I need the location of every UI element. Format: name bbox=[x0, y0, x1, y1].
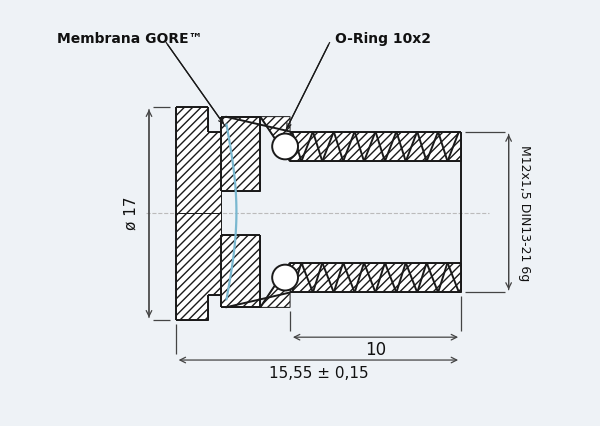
Text: Membrana GORE™: Membrana GORE™ bbox=[56, 32, 202, 46]
Text: 10: 10 bbox=[365, 341, 386, 359]
Text: M12x1,5 DIN13-21 6g: M12x1,5 DIN13-21 6g bbox=[518, 145, 531, 281]
Polygon shape bbox=[226, 263, 290, 308]
Polygon shape bbox=[290, 132, 461, 161]
Polygon shape bbox=[290, 263, 461, 293]
Polygon shape bbox=[221, 117, 260, 191]
Circle shape bbox=[272, 133, 298, 159]
Text: ø 17: ø 17 bbox=[124, 196, 139, 230]
Polygon shape bbox=[221, 235, 260, 308]
Text: O-Ring 10x2: O-Ring 10x2 bbox=[335, 32, 431, 46]
Polygon shape bbox=[176, 106, 221, 213]
Polygon shape bbox=[226, 117, 290, 161]
Circle shape bbox=[272, 265, 298, 291]
Text: 15,55 ± 0,15: 15,55 ± 0,15 bbox=[269, 366, 368, 381]
Polygon shape bbox=[176, 213, 221, 320]
